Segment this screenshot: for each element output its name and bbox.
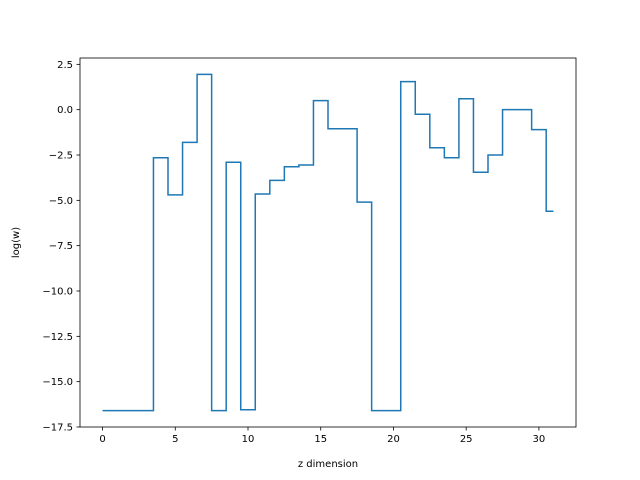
y-tick-label: −2.5 (49, 151, 73, 162)
y-tick-label: −7.5 (49, 241, 73, 252)
x-axis-label: z dimension (298, 459, 358, 470)
x-tick-label: 5 (172, 434, 178, 445)
series-step-line (102, 73, 554, 412)
y-tick-label: −10.0 (42, 287, 73, 298)
x-tick-label: 10 (242, 434, 255, 445)
y-tick-label: 2.5 (57, 60, 73, 71)
plot-frame (79, 57, 577, 428)
y-axis-ticks: 2.5 0.0 −2.5 −5.0 −7.5 −10.0 −12.5 −15.0 −17.5 (42, 60, 80, 434)
x-tick-label: 30 (533, 434, 546, 445)
y-tick-label: 0.0 (57, 105, 73, 116)
y-tick-label: −5.0 (49, 196, 73, 207)
x-tick-label: 25 (460, 434, 473, 445)
x-tick-label: 15 (314, 434, 327, 445)
x-axis-ticks: 0 5 10 15 20 25 30 (99, 427, 545, 445)
y-axis-label: log(w) (11, 227, 22, 258)
y-tick-label: −15.0 (42, 377, 73, 388)
y-tick-label: −12.5 (42, 332, 73, 343)
y-tick-label: −17.5 (42, 423, 73, 434)
x-tick-label: 0 (99, 434, 105, 445)
x-tick-label: 20 (387, 434, 400, 445)
